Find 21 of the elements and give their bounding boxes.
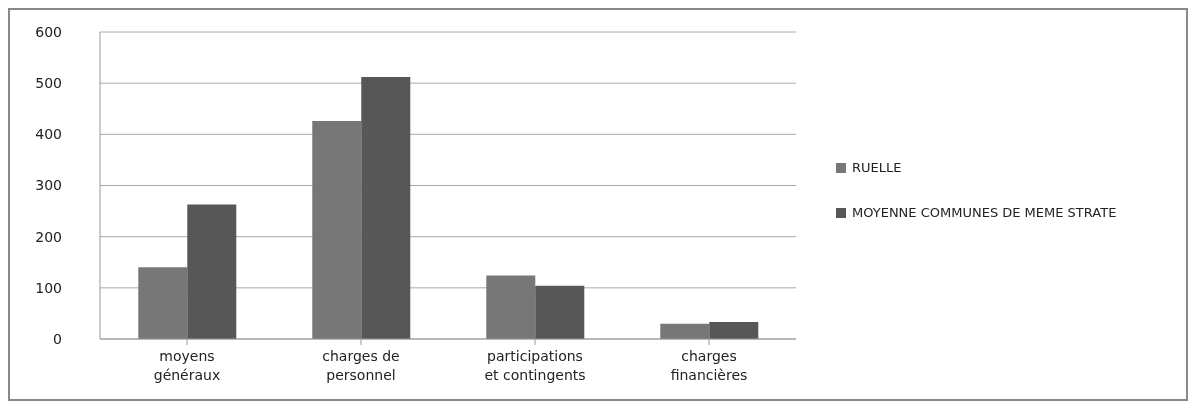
legend-label: RUELLE — [852, 159, 902, 175]
bar — [187, 204, 237, 339]
x-tick-label: charges financières — [670, 348, 748, 383]
y-tick-label: 200 — [35, 228, 62, 245]
legend-label: MOYENNE COMMUNES DE MEME STRATE — [852, 204, 1117, 220]
y-tick-label: 500 — [35, 75, 62, 92]
x-tick-label: participations et contingents — [484, 348, 586, 383]
y-tick-label: 300 — [35, 177, 62, 194]
y-tick-label: 100 — [35, 279, 62, 296]
y-tick-label: 400 — [35, 126, 62, 143]
bar — [709, 322, 759, 339]
bar — [312, 121, 362, 339]
bar — [138, 267, 188, 339]
x-tick-label: moyens généraux — [153, 348, 221, 383]
bar — [361, 77, 411, 339]
y-tick-label: 0 — [53, 330, 62, 347]
x-tick-label: charges de personnel — [322, 348, 400, 383]
bar — [660, 323, 710, 339]
y-tick-label: 600 — [35, 23, 62, 40]
bar — [486, 275, 536, 339]
bar — [535, 285, 585, 339]
